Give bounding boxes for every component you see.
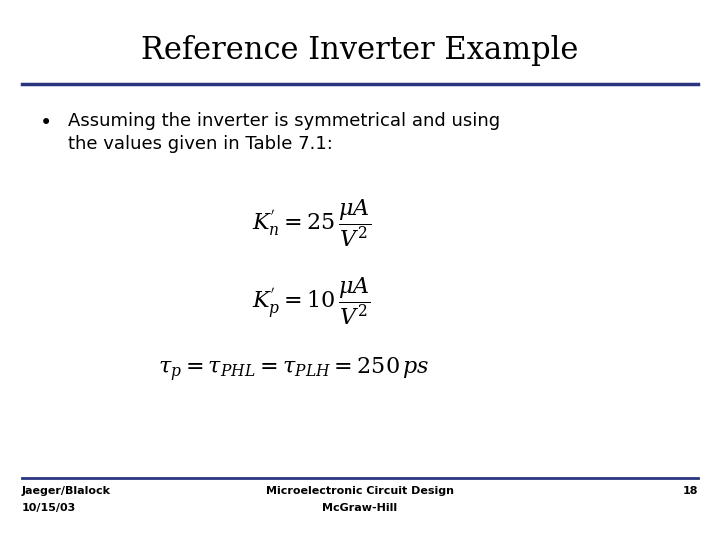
Text: Reference Inverter Example: Reference Inverter Example	[141, 35, 579, 66]
Text: •: •	[40, 113, 52, 133]
Text: Microelectronic Circuit Design: Microelectronic Circuit Design	[266, 486, 454, 496]
Text: $K_n^{'} = 25\,\dfrac{\mu A}{V^2}$: $K_n^{'} = 25\,\dfrac{\mu A}{V^2}$	[252, 197, 371, 248]
Text: $K_p^{'} = 10\,\dfrac{\mu A}{V^2}$: $K_p^{'} = 10\,\dfrac{\mu A}{V^2}$	[252, 275, 371, 327]
Text: $\tau_{p} = \tau_{PHL} = \tau_{PLH} = 250\,ps$: $\tau_{p} = \tau_{PHL} = \tau_{PLH} = 25…	[158, 356, 430, 384]
Text: Jaeger/Blalock: Jaeger/Blalock	[22, 486, 111, 496]
Text: Assuming the inverter is symmetrical and using: Assuming the inverter is symmetrical and…	[68, 112, 500, 130]
Text: McGraw-Hill: McGraw-Hill	[323, 503, 397, 514]
Text: 10/15/03: 10/15/03	[22, 503, 76, 514]
Text: 18: 18	[683, 486, 698, 496]
Text: the values given in Table 7.1:: the values given in Table 7.1:	[68, 135, 333, 153]
